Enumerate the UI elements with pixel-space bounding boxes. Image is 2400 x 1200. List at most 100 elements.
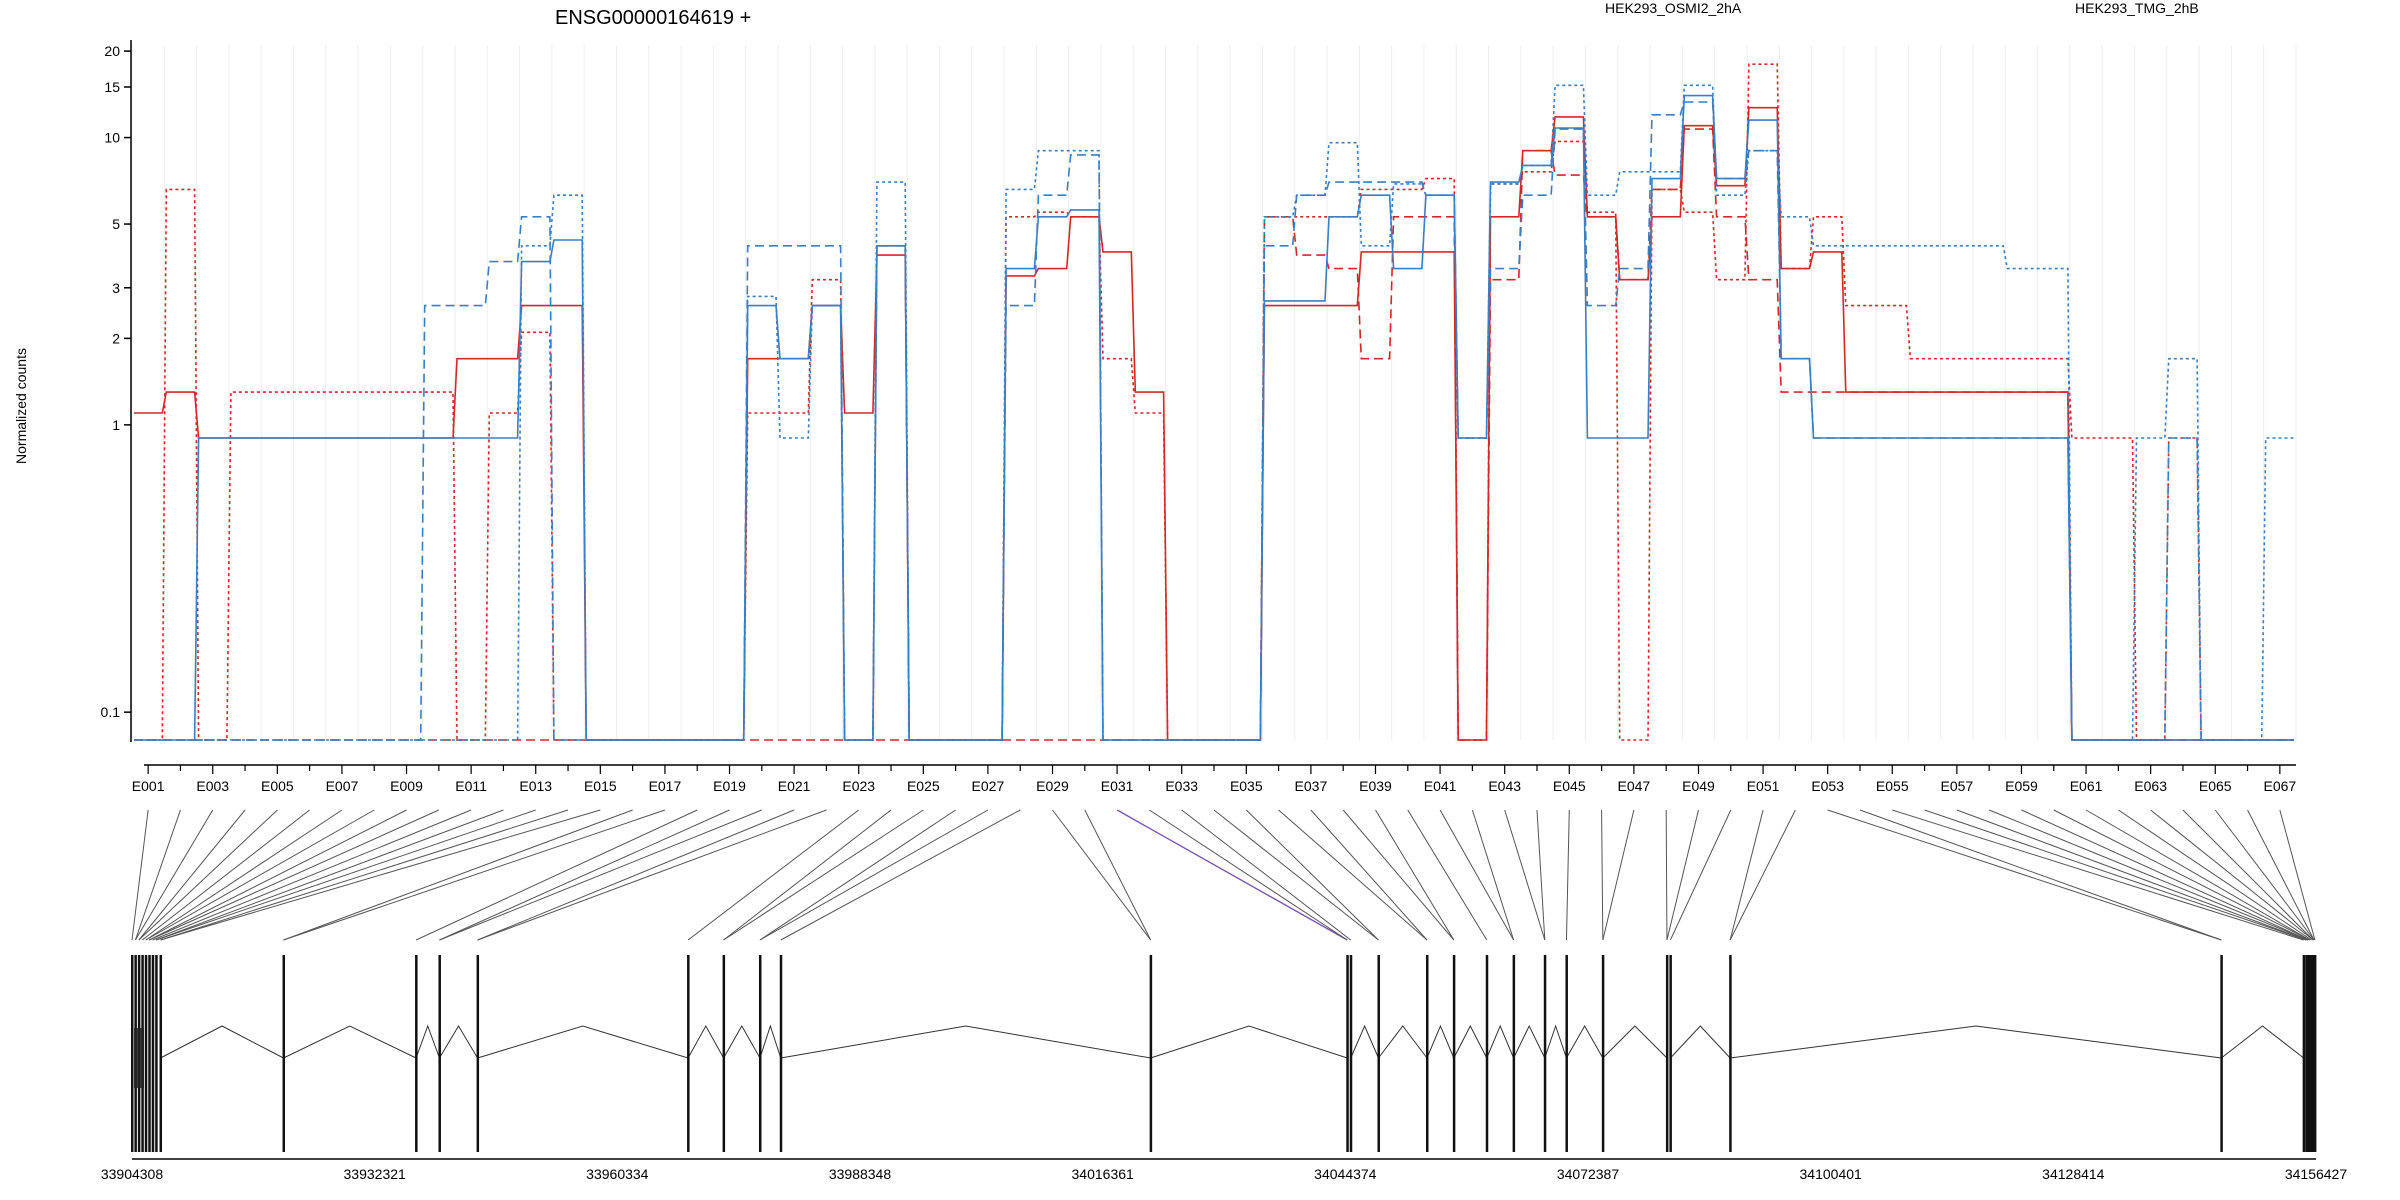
genomic-coordinate-label: 33988348 <box>829 1166 892 1182</box>
x-tick-label: E025 <box>907 778 940 794</box>
exon-connector-line <box>439 809 730 941</box>
series-line-3 <box>134 128 2294 741</box>
exon-connector-lines <box>131 809 2316 941</box>
exon-connector-line <box>1407 809 1488 941</box>
intron-line <box>477 1025 689 1059</box>
exon-connector-line <box>1116 809 1348 941</box>
intron-line <box>1150 1025 1348 1059</box>
exon-connector-line <box>415 809 698 941</box>
exon-connector-line <box>1729 809 1764 941</box>
exon-connector-line <box>131 809 149 941</box>
exon-connector-line <box>142 809 310 941</box>
exon-connector-line <box>1956 809 2307 941</box>
exon-block <box>1149 955 1153 1152</box>
genomic-coordinate-label: 33904308 <box>101 1166 164 1182</box>
exon-connector-line <box>1471 809 1515 941</box>
exon-connector-line <box>1439 809 1515 941</box>
exon-block <box>1452 955 1456 1152</box>
x-tick-label: E047 <box>1618 778 1651 794</box>
exon-block <box>1669 955 1672 1152</box>
x-tick-label: E043 <box>1488 778 1521 794</box>
intron-line <box>1513 1024 1546 1059</box>
exon-connector-line <box>160 809 569 941</box>
series-line-6 <box>134 101 2294 741</box>
x-tick-label: E067 <box>2263 778 2296 794</box>
intron-line <box>439 1025 478 1059</box>
exon-connector-line <box>149 809 407 941</box>
x-tick-label: E059 <box>2005 778 2038 794</box>
genomic-coordinate-label: 34128414 <box>2042 1166 2105 1182</box>
y-tick-label: 1 <box>112 417 120 433</box>
x-tick-label: E057 <box>1941 778 1974 794</box>
exon-connector-line <box>1924 809 2307 941</box>
exon-connector-line <box>283 809 633 941</box>
exon-connector-line <box>149 809 440 941</box>
exon-connector-line <box>2182 809 2314 941</box>
exon-block <box>151 955 155 1152</box>
y-tick-label: 2 <box>112 330 120 346</box>
genomic-coordinate-label: 33960334 <box>586 1166 649 1182</box>
intron-line <box>1566 1024 1604 1059</box>
x-tick-label: E035 <box>1230 778 1263 794</box>
intron-line <box>723 1024 761 1059</box>
intron-line <box>1486 1024 1515 1059</box>
series-line-5 <box>134 84 2294 741</box>
x-tick-label: E023 <box>842 778 875 794</box>
x-tick-label: E003 <box>196 778 229 794</box>
exon-connector-line <box>156 809 504 941</box>
x-tick-label: E015 <box>584 778 617 794</box>
exon-connector-line <box>1565 809 1570 941</box>
exon-connector-line <box>439 809 763 941</box>
exon-connector-line <box>759 809 956 941</box>
exon-connector-line <box>1213 809 1379 941</box>
exon-connector-line <box>1245 809 1379 941</box>
intron-line <box>1730 1025 2222 1059</box>
x-tick-label: E037 <box>1295 778 1328 794</box>
exon-block <box>1425 955 1429 1152</box>
exon-connector-line <box>723 809 892 941</box>
exon-block <box>1729 955 1732 1152</box>
exon-block <box>148 955 151 1152</box>
exon-block <box>722 955 726 1152</box>
exon-connector-line <box>138 809 246 941</box>
gene-model-track: 33904308 33932321 33960334 33988348 34016361… <box>101 955 2347 1182</box>
intron-line <box>2221 1025 2304 1059</box>
exon-block <box>131 955 134 1152</box>
exon-block <box>1349 955 1353 1152</box>
y-tick-label: 10 <box>104 130 120 146</box>
exon-connector-line <box>160 809 601 941</box>
exon-connector-line <box>2214 809 2315 941</box>
exon-block <box>2305 955 2308 1152</box>
exon-block <box>779 955 783 1152</box>
exon-connector-line <box>2279 809 2316 941</box>
x-tick-label: E061 <box>2070 778 2103 794</box>
exon-block <box>1485 955 1489 1152</box>
intron-line <box>1378 1025 1428 1059</box>
legend-label-osmi2: HEK293_OSMI2_2hA <box>1605 0 1742 16</box>
intron-line <box>1602 1025 1668 1059</box>
x-tick-label: E049 <box>1682 778 1715 794</box>
exon-block <box>687 955 690 1152</box>
exon-connector-line <box>1602 809 1635 941</box>
exon-connector-line <box>1859 809 2222 941</box>
x-tick-label: E055 <box>1876 778 1909 794</box>
exon-block <box>1601 955 1605 1152</box>
x-tick-label: E027 <box>972 778 1005 794</box>
exon-block <box>1346 955 1349 1152</box>
genomic-coordinate-label: 34016361 <box>1072 1166 1135 1182</box>
x-tick-label: E007 <box>326 778 359 794</box>
y-tick-label: 20 <box>104 43 120 59</box>
exon-connector-line <box>1827 809 2222 941</box>
intron-line <box>780 1025 1151 1059</box>
exon-connector-line <box>1052 809 1152 941</box>
exon-connector-line <box>152 809 472 941</box>
exon-block <box>1665 955 1669 1152</box>
exon-connector-line <box>1084 809 1152 941</box>
exon-connector-line <box>2085 809 2310 941</box>
exon-connector-line <box>759 809 989 941</box>
intron-line <box>283 1025 417 1059</box>
y-tick-label: 15 <box>104 79 120 95</box>
x-tick-label: E045 <box>1553 778 1586 794</box>
intron-line <box>1544 1024 1567 1059</box>
x-tick-label: E031 <box>1101 778 1134 794</box>
